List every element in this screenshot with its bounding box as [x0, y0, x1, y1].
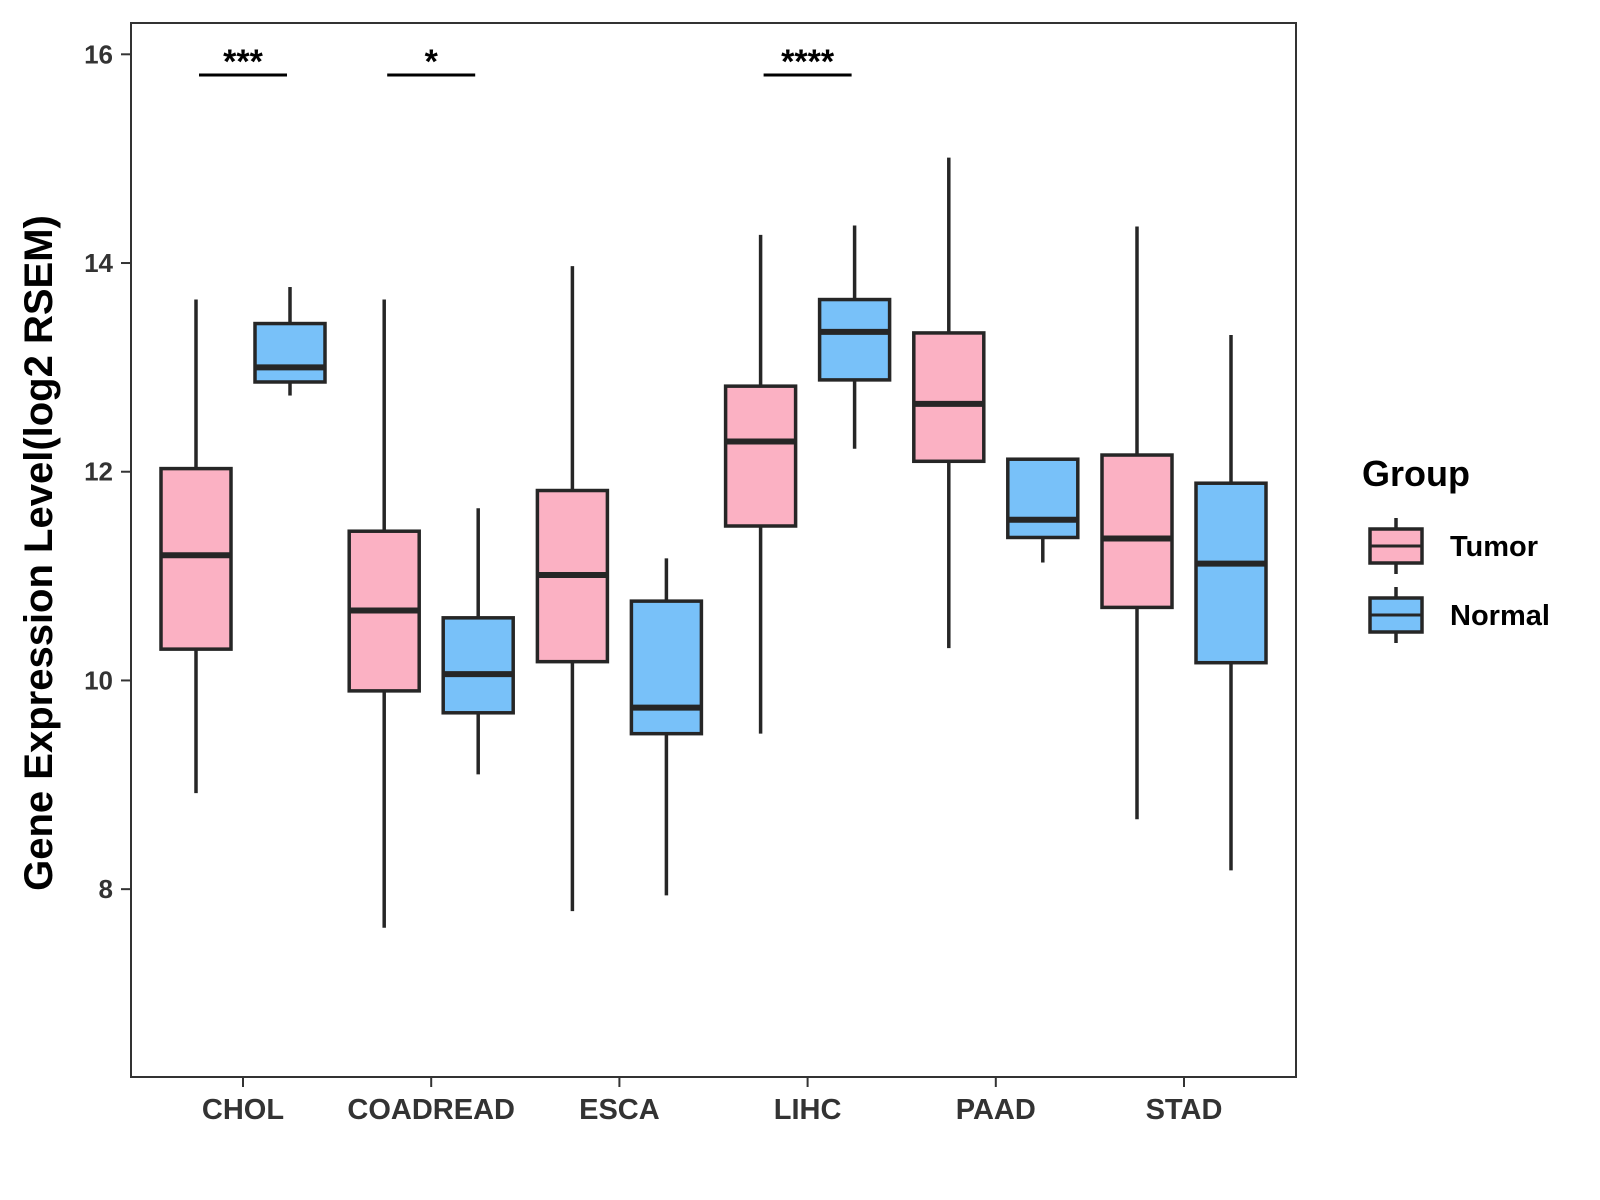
x-tick-label-lihc: LIHC	[774, 1094, 842, 1126]
iqr-box-tumor-chol	[159, 466, 233, 651]
y-tick-label-14: 14	[84, 248, 113, 278]
iqr-box-tumor-paad	[912, 331, 986, 464]
legend: Group Tumor Normal	[1362, 453, 1550, 643]
box-tumor-paad	[912, 157, 986, 649]
y-tick-label-10: 10	[84, 665, 113, 695]
y-tick-label-8: 8	[99, 874, 113, 904]
box-tumor-coadread	[347, 299, 421, 928]
box-tumor-lihc	[723, 234, 798, 734]
iqr-box-normal-paad	[1006, 457, 1080, 540]
iqr-box-normal-coadread	[441, 616, 515, 715]
box-normal-chol	[253, 287, 327, 396]
iqr-box-normal-lihc	[817, 297, 892, 382]
iqr-box-normal-esca	[629, 599, 704, 736]
y-tick-label-12: 12	[84, 457, 113, 487]
box-normal-esca	[629, 558, 704, 896]
legend-title: Group	[1362, 453, 1470, 494]
significance-label-coadread: *	[425, 43, 439, 81]
y-tick-label-16: 16	[84, 39, 113, 69]
x-tick-label-esca: ESCA	[579, 1094, 660, 1126]
x-tick-label-stad: STAD	[1146, 1094, 1223, 1126]
legend-label-normal: Normal	[1450, 600, 1550, 632]
x-tick-label-chol: CHOL	[202, 1094, 284, 1126]
box-tumor-stad	[1100, 226, 1174, 820]
significance-label-chol: ***	[223, 43, 263, 81]
box-normal-coadread	[441, 508, 515, 775]
iqr-box-normal-chol	[253, 321, 327, 384]
y-axis-title: Gene Expression Level(log2 RSEM)	[17, 215, 61, 891]
box-normal-lihc	[817, 225, 892, 449]
iqr-box-normal-stad	[1194, 481, 1268, 665]
significance-label-lihc: ****	[781, 43, 835, 81]
legend-item-tumor: Tumor	[1368, 518, 1538, 574]
box-normal-stad	[1194, 335, 1268, 871]
box-normal-paad	[1006, 457, 1080, 563]
x-tick-label-paad: PAAD	[956, 1094, 1036, 1126]
x-tick-label-coadread: COADREAD	[347, 1094, 515, 1126]
box-tumor-chol	[159, 299, 233, 794]
legend-label-tumor: Tumor	[1450, 531, 1538, 563]
iqr-box-tumor-stad	[1100, 453, 1174, 610]
box-tumor-esca	[535, 266, 610, 912]
legend-item-normal: Normal	[1368, 587, 1550, 643]
iqr-box-tumor-lihc	[723, 384, 798, 528]
